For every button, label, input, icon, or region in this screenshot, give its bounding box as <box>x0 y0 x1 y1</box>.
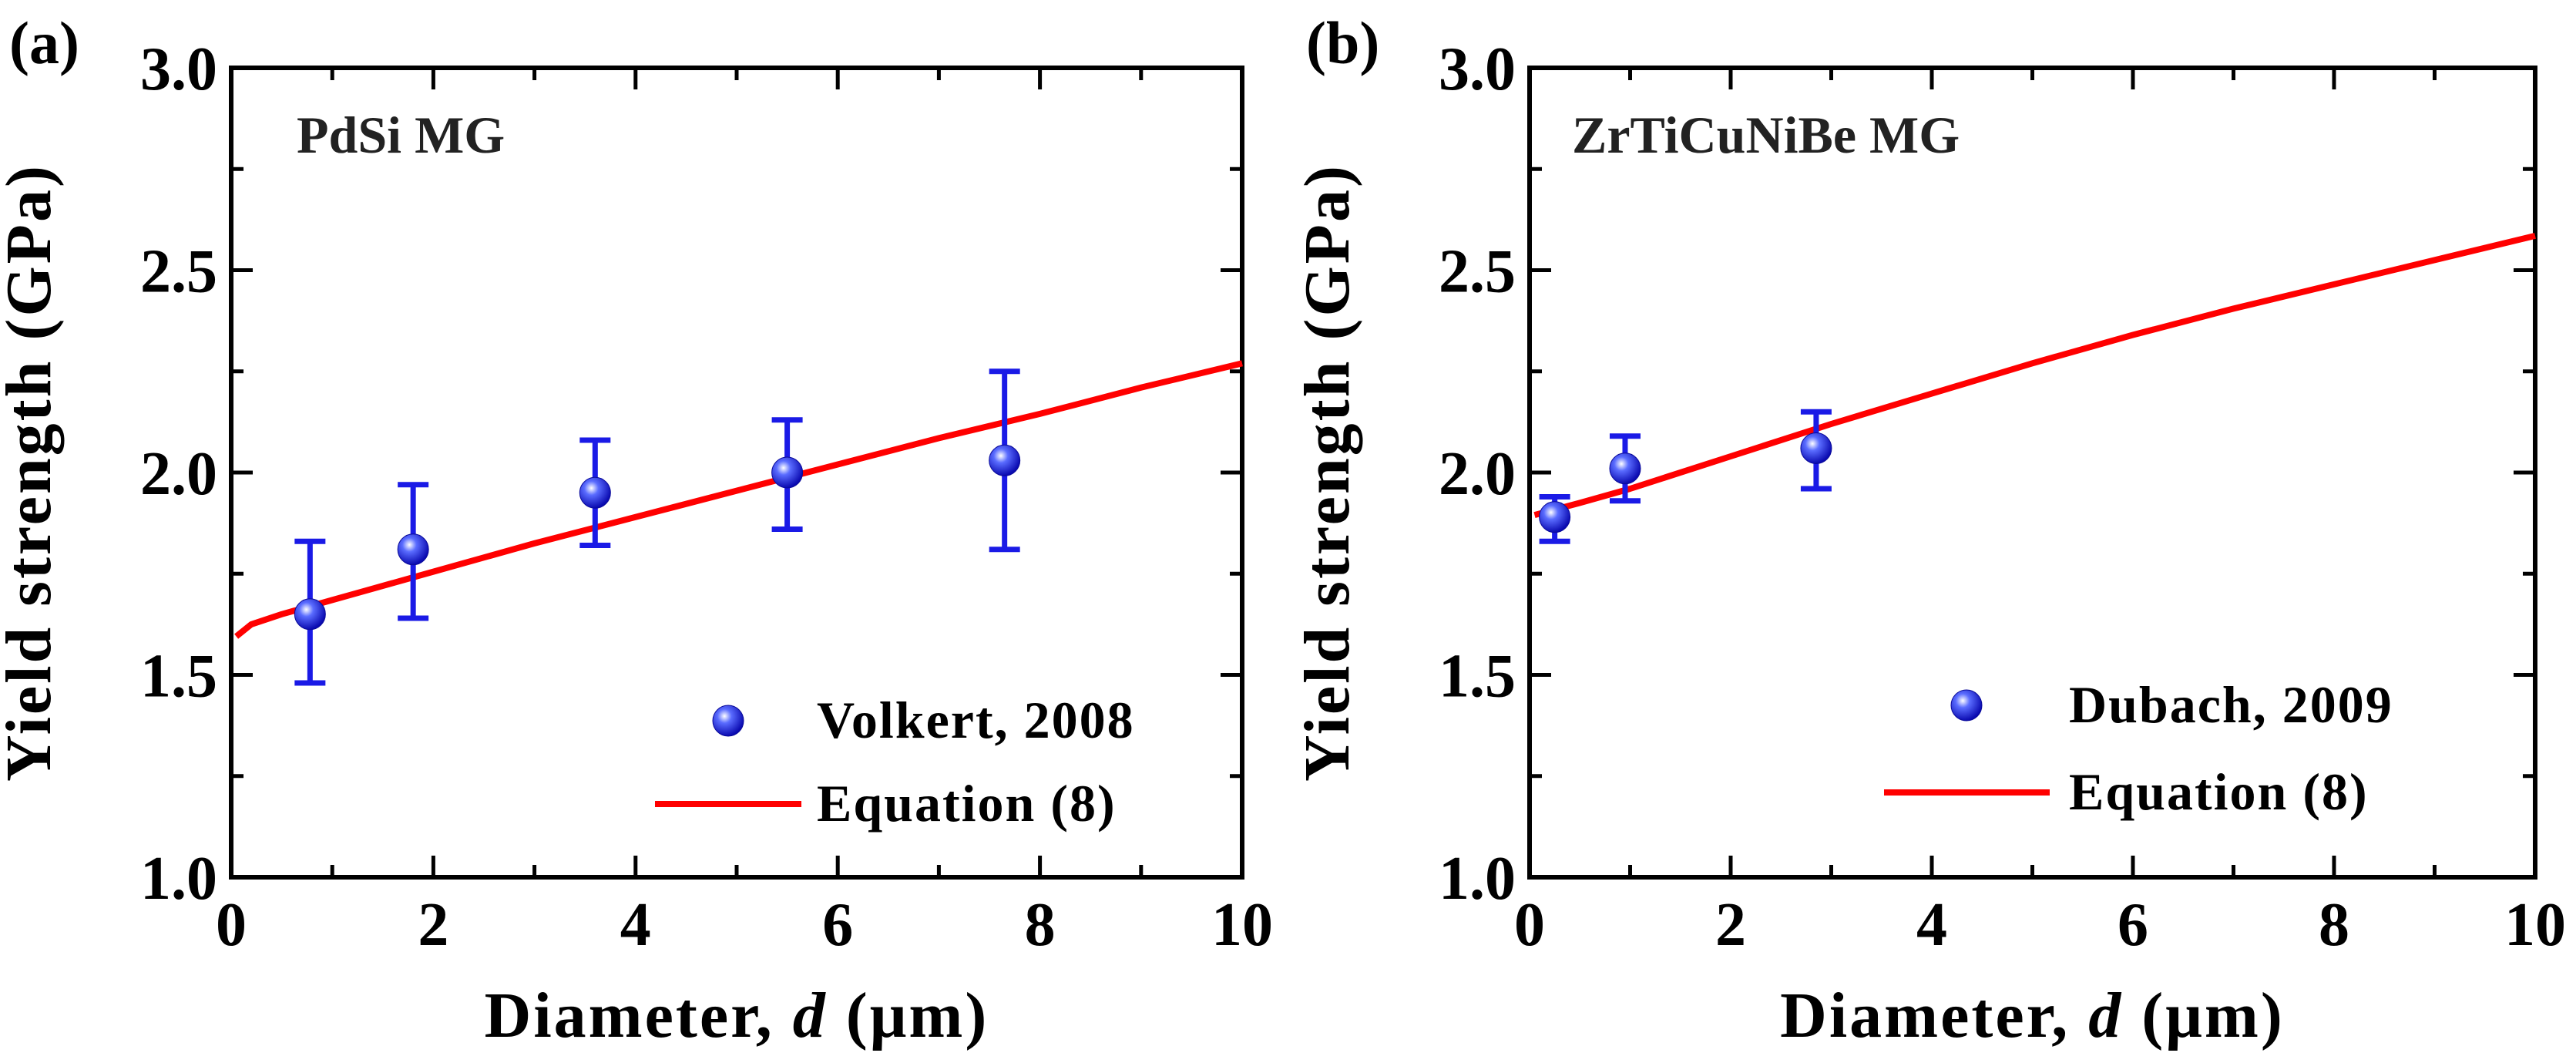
panel-label: (a) <box>9 9 79 76</box>
y-tick-label: 1.5 <box>1439 643 1516 711</box>
data-point <box>1800 409 1832 492</box>
equation-8-curve <box>234 360 1243 639</box>
y-tick-label: 2.5 <box>140 238 217 306</box>
y-tick-label: 3.0 <box>140 35 217 103</box>
sample-annotation: ZrTiCuNiBe MG <box>1572 106 1960 164</box>
y-tick-label: 1.5 <box>140 643 217 711</box>
y-tick-label: 2.5 <box>1439 238 1516 306</box>
legend: Volkert, 2008 Equation (8) <box>655 691 1135 833</box>
data-point <box>989 368 1021 553</box>
y-tick-label: 2.0 <box>1439 440 1516 508</box>
legend-label-equation: Equation (8) <box>2069 762 2369 821</box>
legend-label-data: Dubach, 2009 <box>2069 675 2393 734</box>
x-tick-label: 2 <box>418 891 448 959</box>
legend-label-data: Volkert, 2008 <box>817 691 1135 749</box>
data-point <box>397 482 429 621</box>
y-tick-label: 1.0 <box>140 845 217 913</box>
y-axis-title: Yield strength (GPa) <box>1291 163 1363 782</box>
marker <box>989 444 1021 476</box>
y-tick-label: 3.0 <box>1439 35 1516 103</box>
x-tick-label: 2 <box>1715 891 1746 959</box>
legend-marker <box>1950 689 1983 722</box>
data-point <box>1539 494 1571 544</box>
x-tick-label: 6 <box>2118 891 2148 959</box>
data-point <box>579 437 611 548</box>
x-tick-label: 10 <box>2504 891 2566 959</box>
y-tick-label: 2.0 <box>140 440 217 508</box>
marker <box>1539 501 1571 533</box>
x-tick-label: 10 <box>1211 891 1273 959</box>
legend-label-equation: Equation (8) <box>817 774 1117 833</box>
x-tick-label: 0 <box>216 891 247 959</box>
y-axis-title: Yield strength (GPa) <box>0 163 65 782</box>
panel-a: 0 2 4 6 8 10 1.0 1.5 2.0 2.5 3.0 Diameter, d (μm) Yi… <box>0 9 1273 1051</box>
data-point <box>294 538 326 686</box>
x-tick-label: 8 <box>2319 891 2349 959</box>
legend-marker <box>712 705 744 737</box>
x-tick-label: 0 <box>1514 891 1545 959</box>
equation-8-curve <box>1533 233 2536 518</box>
marker <box>294 598 326 631</box>
x-tick-label: 8 <box>1025 891 1056 959</box>
marker <box>1609 452 1641 485</box>
data-point <box>1609 433 1641 504</box>
panel-label: (b) <box>1306 9 1379 76</box>
x-tick-label: 6 <box>822 891 853 959</box>
legend: Dubach, 2009 Equation (8) <box>1884 675 2393 821</box>
marker <box>771 456 804 489</box>
marker <box>579 476 611 509</box>
panel-b: 0 2 4 6 8 10 1.0 1.5 2.0 2.5 3.0 Diameter, d (μm) Yi… <box>1291 9 2566 1051</box>
y-tick-label: 1.0 <box>1439 845 1516 913</box>
x-axis-title: Diameter, d (μm) <box>1780 980 2285 1051</box>
data-point <box>771 417 804 532</box>
x-tick-label: 4 <box>620 891 651 959</box>
sample-annotation: PdSi MG <box>297 106 505 164</box>
x-axis-title: Diameter, d (μm) <box>485 980 989 1051</box>
x-tick-label: 4 <box>1916 891 1947 959</box>
marker <box>397 533 429 566</box>
plot-frame <box>229 66 1244 880</box>
marker <box>1800 432 1832 464</box>
